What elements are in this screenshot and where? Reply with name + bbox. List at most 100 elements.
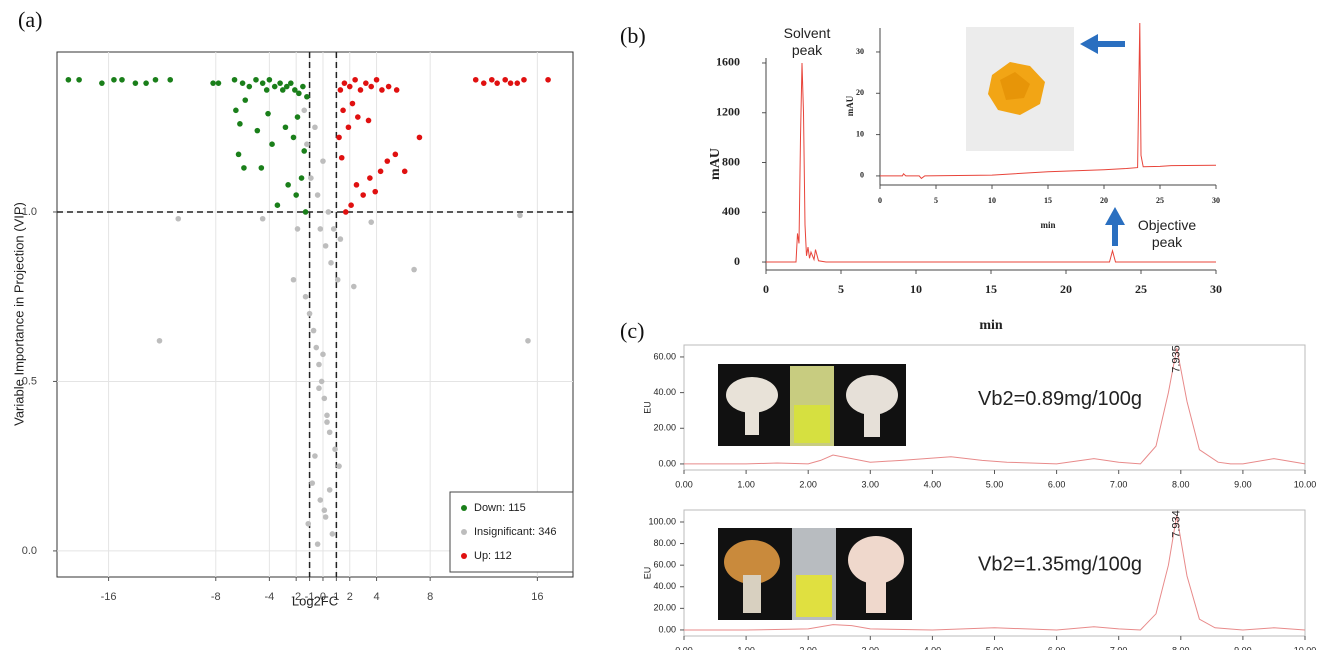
point (417, 135, 423, 141)
point (283, 124, 289, 130)
point (216, 80, 222, 86)
legend-label: Up: 112 (474, 550, 512, 562)
point (352, 77, 358, 83)
point (336, 463, 342, 469)
point (322, 507, 328, 513)
point (335, 277, 341, 283)
point (502, 77, 508, 83)
x-tick-label: 4.00 (924, 479, 942, 489)
point (338, 236, 344, 242)
point (304, 94, 310, 100)
point (272, 84, 278, 90)
point (323, 514, 329, 520)
x-tick-label: 9.00 (1234, 479, 1252, 489)
y-tick-label: 1200 (716, 104, 740, 118)
y-tick-label: 60.00 (653, 351, 676, 361)
point (494, 80, 500, 86)
y-tick-label: 40.00 (653, 387, 676, 397)
y-tick-label: 20 (856, 88, 864, 97)
x-tick-label: 30 (1210, 282, 1222, 296)
point (317, 226, 323, 232)
point (319, 379, 325, 385)
point (340, 107, 346, 113)
point (372, 189, 378, 195)
point (327, 429, 333, 435)
x-tick-label: 1.00 (737, 479, 755, 489)
point (307, 311, 313, 317)
point (285, 182, 291, 188)
point (313, 345, 319, 351)
y-tick-label: 60.00 (653, 560, 676, 570)
y-tick-label: 100.00 (648, 516, 676, 526)
point (133, 80, 139, 86)
point (327, 487, 333, 493)
point (299, 175, 305, 181)
x-tick-label: 8 (427, 591, 433, 603)
x-tick-label: 5 (838, 282, 844, 296)
point (308, 175, 314, 181)
x-tick-label: 0.00 (675, 645, 693, 650)
point (317, 497, 323, 503)
point (363, 80, 369, 86)
y-tick-label: 0 (734, 254, 740, 268)
x-tick-label: 5.00 (986, 645, 1004, 650)
point (255, 128, 261, 134)
point (354, 182, 360, 188)
y-tick-label: 400 (722, 204, 740, 218)
point (232, 77, 238, 83)
point (269, 141, 275, 147)
point (236, 152, 242, 158)
point (111, 77, 117, 83)
point (295, 114, 301, 120)
point (481, 80, 487, 86)
point (301, 148, 307, 154)
x-axis-label: min (979, 318, 1003, 333)
x-tick-label: 7.00 (1110, 645, 1128, 650)
point (277, 80, 283, 86)
legend-label: Insignificant: 346 (474, 526, 557, 538)
x-tick-label: 25 (1135, 282, 1147, 296)
annotation-line: peak (1152, 234, 1183, 250)
x-tick-label: 20 (1100, 196, 1108, 205)
x-axis-label: min (1040, 220, 1055, 230)
x-tick-label: 1.00 (737, 645, 755, 650)
point (330, 531, 336, 537)
panel-label: (b) (620, 23, 646, 48)
x-tick-label: 0.00 (675, 479, 693, 489)
point (119, 77, 125, 83)
y-tick-label: 800 (722, 154, 740, 168)
point (242, 97, 248, 103)
point (240, 80, 246, 86)
x-axis-label: Log2FC (292, 593, 338, 608)
point (342, 80, 348, 86)
point (326, 209, 332, 215)
x-tick-label: 10 (988, 196, 996, 205)
y-tick-label: 20.00 (653, 603, 676, 613)
x-tick-label: 7.00 (1110, 479, 1128, 489)
x-tick-label: 10.00 (1294, 645, 1317, 650)
point (296, 91, 302, 97)
point (153, 77, 159, 83)
point (348, 202, 354, 208)
point (291, 277, 297, 283)
x-tick-label: 6.00 (1048, 645, 1066, 650)
point (355, 114, 361, 120)
panel-label: (c) (620, 318, 644, 343)
x-tick-label: 30 (1212, 196, 1220, 205)
point (350, 101, 356, 107)
y-axis-label: mAU (708, 148, 723, 180)
point (324, 413, 330, 419)
point (267, 77, 273, 83)
x-tick-label: -8 (211, 591, 221, 603)
point (386, 84, 392, 90)
annotation: Objectivepeak (1138, 217, 1197, 250)
point (323, 243, 329, 249)
peak-label: 7.934 (1171, 510, 1183, 538)
point (311, 328, 317, 334)
x-tick-label: 2 (347, 591, 353, 603)
point (402, 169, 408, 175)
point (265, 111, 271, 117)
x-tick-label: 0 (878, 196, 882, 205)
x-tick-label: 5.00 (986, 479, 1004, 489)
point (312, 453, 318, 459)
